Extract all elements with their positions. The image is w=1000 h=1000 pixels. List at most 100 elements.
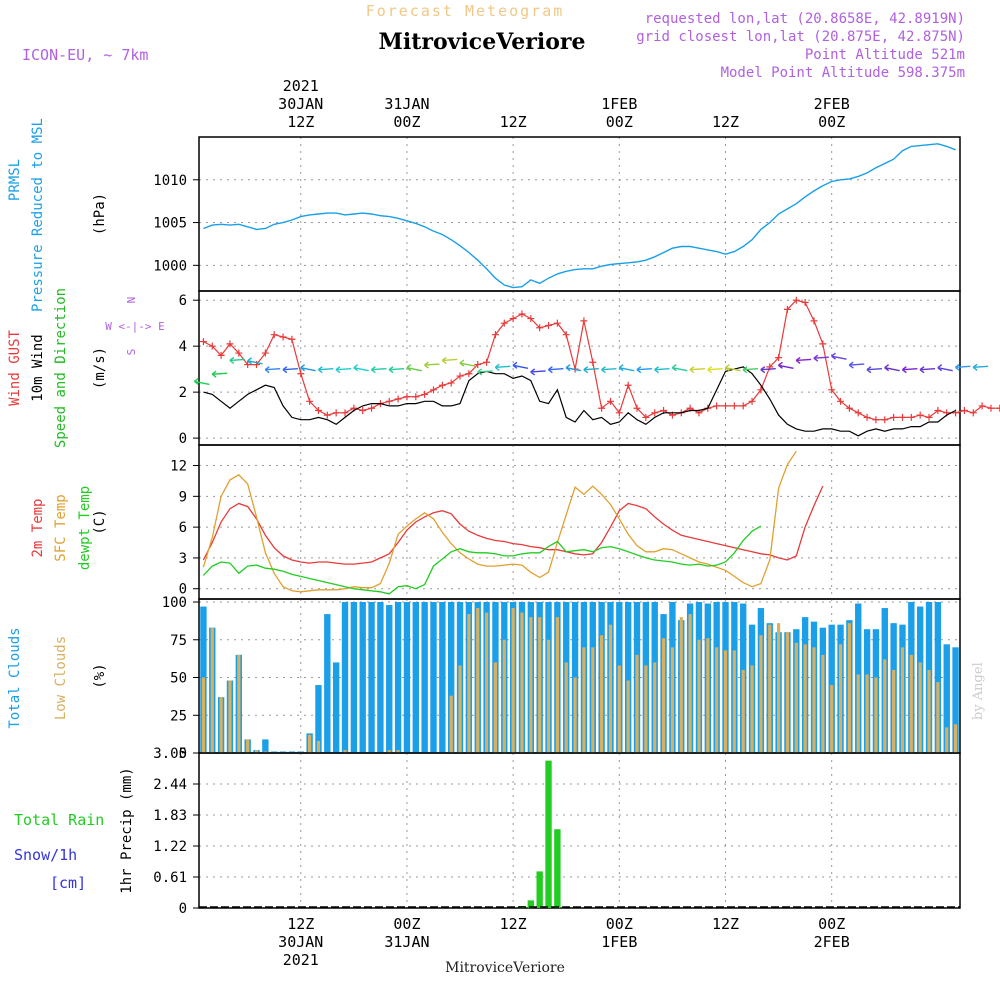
low-cloud-bar-22	[396, 749, 400, 753]
gust-point-18	[359, 407, 367, 415]
low-cloud-bar-51	[653, 662, 657, 753]
top-time-label-0-1: 30JAN	[278, 95, 323, 113]
ytick-label-clouds-4: 100	[162, 595, 187, 611]
wind-arrow-6	[300, 364, 316, 372]
temp2m-line	[202, 485, 824, 565]
gust-point-75	[863, 413, 871, 421]
total-cloud-bar-84	[943, 644, 950, 753]
low-cloud-bar-63	[759, 635, 763, 753]
bottom-time-label-3-1: 1FEB	[601, 933, 637, 951]
low-cloud-bar-49	[635, 654, 639, 753]
bottom-time-label-0-0: 12Z	[287, 915, 314, 933]
ylabel-precip: 1hr Precip (mm)	[119, 767, 135, 893]
total-cloud-bar-27	[439, 602, 446, 753]
gust-point-9	[279, 333, 287, 341]
frame-wind	[198, 290, 961, 446]
total-cloud-bar-23	[403, 602, 411, 753]
gust-point-48	[624, 381, 632, 389]
label-prmsl: PRMSL	[7, 159, 23, 201]
low-cloud-bar-65	[777, 623, 781, 753]
gust-point-22	[394, 395, 402, 403]
total-cloud-bar-85	[952, 647, 959, 753]
gust-point-1	[208, 342, 216, 350]
low-cloud-bar-21	[387, 749, 391, 753]
wind-arrow-41	[919, 366, 936, 374]
total-cloud-bar-83	[934, 602, 942, 753]
gust-point-89	[987, 404, 995, 412]
wind-arrow-35	[813, 354, 829, 362]
gust-point-19	[368, 404, 376, 412]
top-time-label-5-1: 00Z	[818, 113, 845, 131]
gust-point-61	[739, 402, 747, 410]
wind-arrow-26	[654, 366, 670, 374]
total-cloud-bar-13	[315, 685, 322, 753]
top-time-label-0-2: 12Z	[287, 113, 314, 131]
low-cloud-bar-50	[644, 665, 648, 753]
low-cloud-bar-55	[688, 614, 692, 753]
low-cloud-bar-67	[794, 642, 798, 753]
total-cloud-bar-15	[332, 662, 340, 753]
label-snow-unit: [cm]	[50, 874, 86, 892]
dewpt-line	[202, 525, 762, 595]
gust-point-29	[456, 372, 464, 380]
bottom-time-label-2-0: 12Z	[500, 915, 527, 933]
gust-point-40	[553, 319, 561, 327]
gust-point-35	[509, 315, 517, 323]
gust-point-46	[606, 397, 614, 405]
gust-point-62	[748, 397, 756, 405]
label-low-clouds: Low Clouds	[53, 636, 69, 720]
total-cloud-bar-14	[324, 614, 331, 753]
label-total-rain: Total Rain	[14, 811, 104, 829]
low-cloud-bar-40	[555, 617, 559, 753]
wind-arrow-24	[618, 364, 635, 372]
wind-arrow-15	[459, 359, 476, 367]
low-cloud-bar-84	[945, 727, 949, 753]
gust-point-14	[323, 411, 331, 419]
top-time-label-3-1: 00Z	[606, 113, 633, 131]
gust-point-45	[598, 404, 606, 412]
ylabel-pressure: (hPa)	[92, 193, 108, 235]
ytick-label-clouds-2: 50	[170, 671, 187, 687]
low-cloud-bar-74	[856, 674, 860, 753]
total-cloud-bar-9	[279, 751, 287, 753]
total-cloud-bar-22	[394, 602, 402, 753]
low-cloud-bar-57	[706, 638, 710, 753]
point-altitude: Point Altitude 521m	[805, 47, 965, 63]
ytick-label-wind-2: 4	[179, 339, 187, 355]
low-cloud-bar-59	[723, 650, 728, 753]
gust-point-33	[491, 331, 499, 339]
gust-point-86	[960, 407, 968, 415]
low-cloud-bar-38	[538, 617, 542, 753]
label-wind-gust: Wind GUST	[7, 330, 23, 406]
ytick-label-wind-0: 0	[179, 431, 187, 447]
wind-arrow-12	[406, 364, 422, 372]
gust-point-31	[474, 361, 482, 369]
low-cloud-bar-0	[201, 677, 206, 753]
low-cloud-bar-30	[467, 614, 471, 753]
ytick-label-precip-4: 2.44	[153, 777, 187, 793]
gust-point-12	[306, 397, 314, 405]
gust-point-26	[429, 386, 437, 394]
gust-point-0	[199, 338, 207, 346]
low-cloud-bar-2	[219, 697, 223, 753]
ytick-label-precip-3: 1.83	[153, 808, 187, 824]
low-cloud-bar-62	[750, 665, 754, 753]
low-cloud-bar-13	[316, 740, 321, 753]
ytick-label-pressure-0: 1000	[153, 258, 187, 274]
low-cloud-bar-5	[246, 739, 250, 753]
low-cloud-bar-69	[812, 647, 816, 753]
gust-point-87	[969, 409, 977, 417]
wind-arrow-42	[937, 364, 953, 372]
gust-line	[203, 299, 1000, 421]
low-cloud-bar-4	[237, 654, 241, 753]
low-cloud-bar-53	[670, 647, 675, 753]
gust-point-58	[713, 402, 721, 410]
gust-point-5	[244, 361, 252, 369]
ylabel-temperature: (C)	[92, 509, 108, 534]
label-sfc-temp: SFC Temp	[53, 494, 69, 561]
bottom-time-label-5-1: 2FEB	[814, 933, 850, 951]
total-cloud-bar-26	[430, 602, 437, 753]
total-cloud-bar-10	[288, 751, 296, 753]
gust-point-44	[589, 358, 597, 366]
